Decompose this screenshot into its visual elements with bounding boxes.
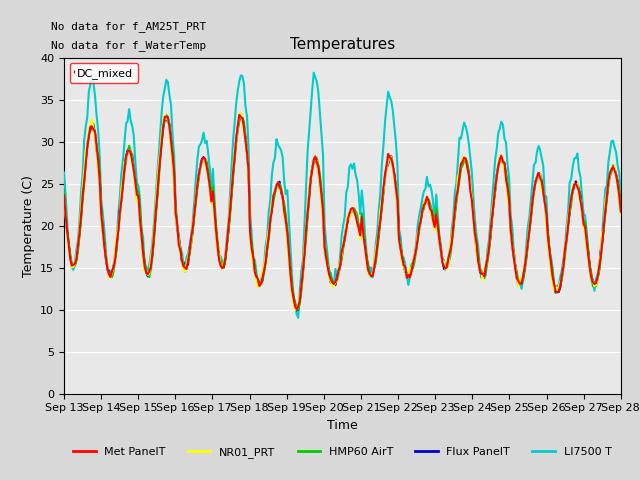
Legend: Met PanelT, NR01_PRT, HMP60 AirT, Flux PanelT, LI7500 T: Met PanelT, NR01_PRT, HMP60 AirT, Flux P… <box>69 442 616 462</box>
Text: No data for f_AM25T_PRT: No data for f_AM25T_PRT <box>51 21 207 32</box>
Y-axis label: Temperature (C): Temperature (C) <box>22 175 35 276</box>
X-axis label: Time: Time <box>327 419 358 432</box>
Title: Temperatures: Temperatures <box>290 37 395 52</box>
Text: No data for f_WaterTemp: No data for f_WaterTemp <box>51 40 207 51</box>
